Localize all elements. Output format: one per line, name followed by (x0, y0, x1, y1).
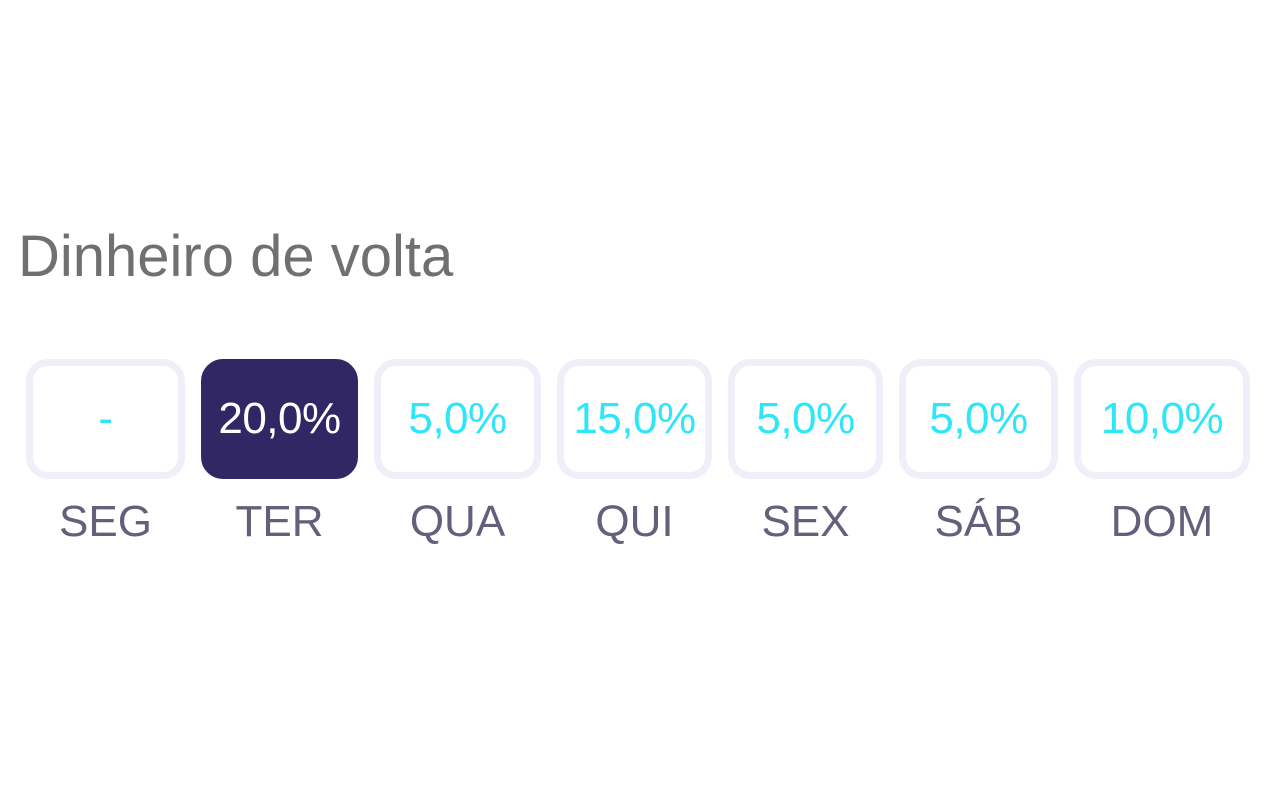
day-option-dom[interactable]: 10,0% (1074, 359, 1250, 479)
day-label: SEX (761, 497, 850, 546)
cashback-percent: 5,0% (929, 394, 1028, 443)
day-option-sab[interactable]: 5,0% (899, 359, 1058, 479)
cashback-percent: 15,0% (573, 394, 696, 443)
cashback-percent: - (98, 394, 113, 443)
cashback-percent: 10,0% (1100, 394, 1224, 443)
day-label: QUA (409, 497, 506, 546)
cashback-percent: 5,0% (408, 394, 507, 443)
day-label: DOM (1110, 497, 1214, 546)
day-label: TER (235, 497, 324, 546)
day-label: SÁB (934, 497, 1023, 546)
section-title: Dinheiro de volta (18, 224, 454, 289)
day-option-qua[interactable]: 5,0% (374, 359, 541, 479)
day-label: SEG (59, 497, 152, 546)
day-option-seg[interactable]: - (26, 359, 185, 479)
day-option-sex[interactable]: 5,0% (728, 359, 883, 479)
day-label: QUI (595, 497, 674, 546)
cashback-percent: 20,0% (218, 394, 341, 443)
day-option-qui[interactable]: 15,0% (557, 359, 712, 479)
cashback-percent: 5,0% (756, 394, 855, 443)
day-option-ter[interactable]: 20,0% (201, 359, 358, 479)
